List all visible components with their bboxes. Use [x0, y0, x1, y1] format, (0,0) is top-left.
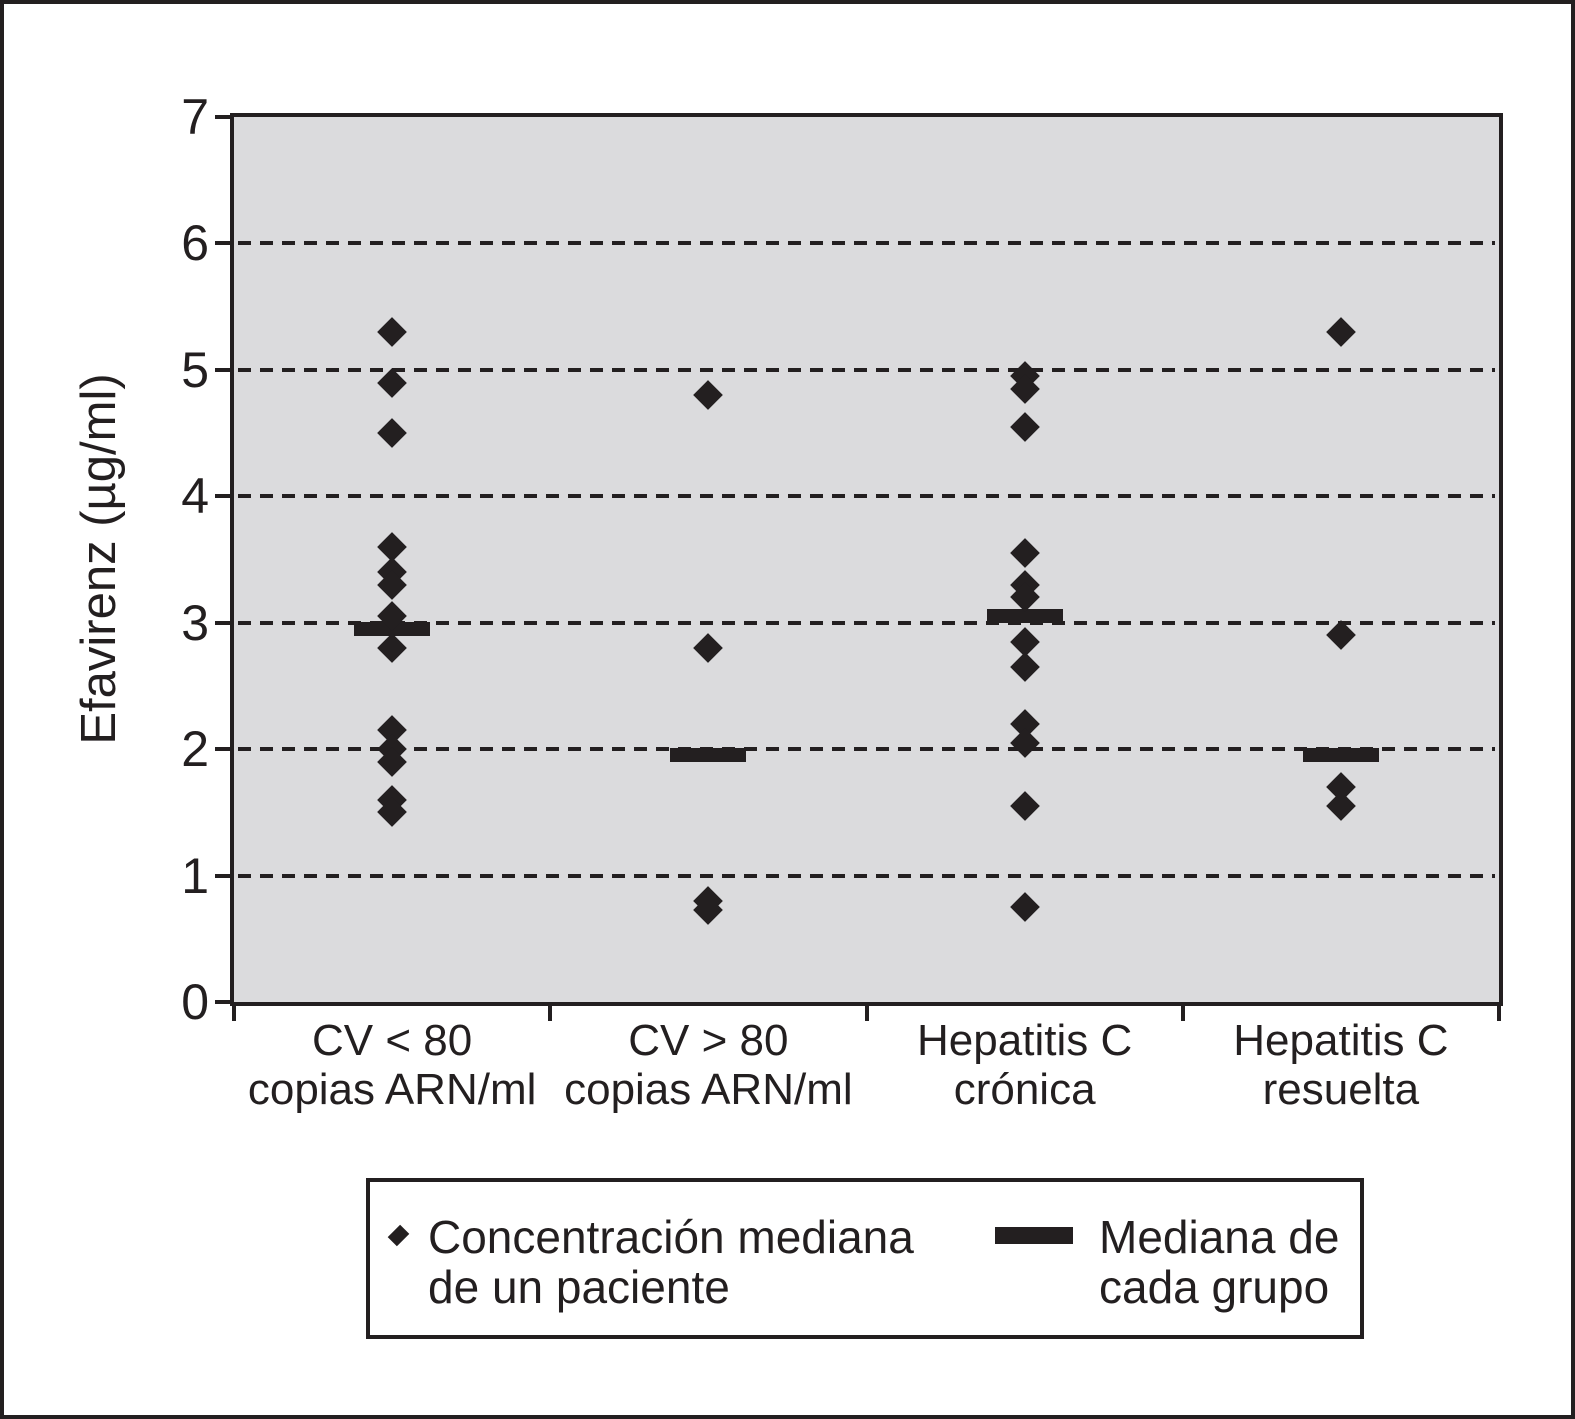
- legend: Concentración mediana de un paciente Med…: [366, 1178, 1364, 1339]
- y-axis-tick: [215, 494, 234, 499]
- legend-label-line: Concentración mediana: [428, 1211, 914, 1263]
- category-label-line1: CV < 80: [312, 1016, 473, 1065]
- legend-label-line: de un paciente: [428, 1261, 730, 1313]
- gridline-y2: [238, 747, 1495, 752]
- y-axis-tick: [215, 747, 234, 752]
- category-label-line2: copias ARN/ml: [564, 1065, 853, 1114]
- y-axis-tick: [215, 1000, 234, 1004]
- category-label-line2: resuelta: [1262, 1065, 1420, 1114]
- legend-item-patient-median: Concentración mediana de un paciente: [428, 1212, 914, 1312]
- x-axis-tick: [548, 1002, 553, 1021]
- group-median-bar: [986, 609, 1063, 624]
- gridline-y4: [238, 494, 1495, 499]
- category-label: CV < 80 copias ARN/ml: [232, 1016, 552, 1114]
- y-tick-label: 4: [181, 468, 209, 525]
- y-axis-title: Efavirenz (µg/ml): [72, 373, 126, 745]
- category-label-line1: Hepatitis C: [1233, 1016, 1449, 1065]
- category-label-line2: crónica: [953, 1065, 1096, 1114]
- x-axis-tick: [1180, 1002, 1185, 1021]
- y-axis-tick: [215, 241, 234, 246]
- category-label-line1: Hepatitis C: [917, 1016, 1133, 1065]
- y-axis-tick: [215, 115, 234, 119]
- x-axis-tick: [864, 1002, 869, 1021]
- y-tick-label: 2: [181, 721, 209, 778]
- legend-label-line: Mediana de: [1099, 1211, 1340, 1263]
- group-median-bar: [670, 748, 747, 763]
- category-label: CV > 80 copias ARN/ml: [548, 1016, 868, 1114]
- legend-label-line: cada grupo: [1099, 1261, 1330, 1313]
- y-tick-label: 7: [181, 89, 209, 145]
- category-label-line2: copias ARN/ml: [247, 1065, 537, 1114]
- legend-item-group-median: Mediana de cada grupo: [1099, 1212, 1339, 1312]
- plot-area: [230, 113, 1503, 1006]
- y-axis-tick: [215, 620, 234, 625]
- y-tick-label: 3: [181, 594, 209, 651]
- x-axis-tick: [232, 1002, 236, 1021]
- y-axis-tick: [215, 367, 234, 372]
- gridline-y5: [238, 367, 1495, 372]
- legend-median-bar-icon: [995, 1227, 1073, 1244]
- group-median-bar: [1302, 748, 1379, 763]
- gridline-y1: [238, 873, 1495, 878]
- y-axis-tick: [215, 873, 234, 878]
- gridline-y6: [238, 241, 1495, 246]
- y-tick-label: 0: [181, 974, 209, 1030]
- y-tick-label: 1: [181, 847, 209, 904]
- y-tick-label: 6: [181, 215, 209, 272]
- gridline-y3: [238, 620, 1495, 625]
- category-label-line1: CV > 80: [628, 1016, 789, 1065]
- legend-diamond-icon: [387, 1224, 410, 1247]
- x-axis-tick: [1497, 1002, 1501, 1021]
- y-tick-label: 5: [181, 341, 209, 398]
